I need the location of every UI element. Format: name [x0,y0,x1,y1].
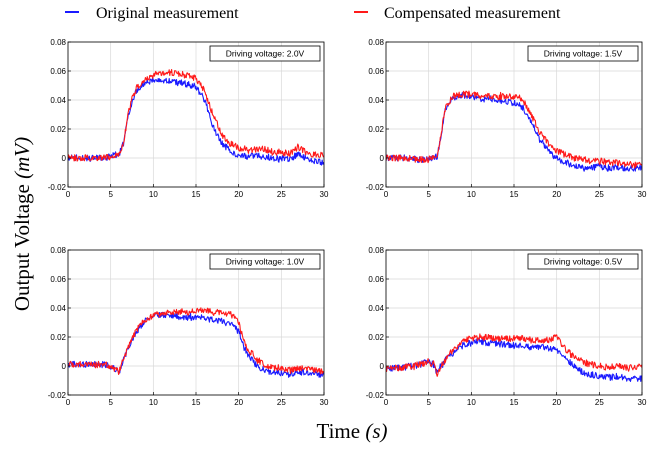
y-tick-label: 0.06 [50,275,66,284]
x-axis-title-unit: (s) [365,419,387,443]
x-tick-label: 10 [149,190,158,199]
x-tick-label: 10 [149,398,158,407]
x-tick-label: 15 [510,398,519,407]
annotation-box [527,45,639,62]
legend-label-original: Original measurement [96,5,239,22]
x-axis-title: Time (s) [316,419,387,443]
y-tick-label: -0.02 [366,391,385,400]
x-tick-label: 0 [384,190,389,199]
y-tick-label: 0.06 [368,275,384,284]
y-tick-label: 0.04 [50,304,66,313]
x-tick-label: 5 [108,398,113,407]
y-tick-label: 0 [380,154,385,163]
x-tick-label: 20 [552,190,561,199]
x-tick-label: 30 [320,190,329,199]
x-tick-label: 5 [426,190,431,199]
annotation-box [209,45,321,62]
panel-top-right: 0 5 10 15 20 25 30-0.0200.020.040.060.08Drivin… [366,38,647,199]
x-axis-title-main: Time [316,419,365,443]
y-tick-label: 0.04 [368,304,384,313]
y-tick-label: 0.06 [368,67,384,76]
x-tick-label: 0 [66,398,71,407]
y-tick-label: 0.02 [368,125,384,134]
panel-top-left: 0 5 10 15 20 25 30-0.0200.020.040.060.08Drivin… [48,38,329,199]
annotation-box [527,253,639,270]
y-tick-label: 0.04 [50,96,66,105]
x-tick-label: 25 [277,190,286,199]
annotation-box [209,253,321,270]
y-tick-label: 0.02 [50,125,66,134]
y-tick-label: 0.08 [50,246,66,255]
x-tick-label: 0 [66,190,71,199]
y-tick-label: 0.02 [50,333,66,342]
x-tick-label: 15 [192,190,201,199]
x-tick-label: 0 [384,398,389,407]
series-line-compensated [386,90,642,169]
annotation-driving-voltage: Driving voltage: 1.0V [226,257,305,267]
x-tick-label: 30 [638,190,647,199]
x-tick-label: 5 [426,398,431,407]
y-tick-label: 0.04 [368,96,384,105]
y-tick-label: 0.08 [368,38,384,47]
x-tick-label: 15 [510,190,519,199]
y-tick-label: 0.08 [50,38,66,47]
x-tick-label: 5 [108,190,113,199]
x-tick-label: 30 [638,398,647,407]
y-axis-title-main: Output Voltage [10,179,34,311]
annotation-driving-voltage: Driving voltage: 0.5V [544,257,623,267]
series-line-compensated [386,333,642,377]
legend-label-compensated: Compensated measurement [384,5,561,22]
y-tick-label: 0 [380,362,385,371]
y-tick-label: -0.02 [48,183,67,192]
legend: Original measurement Compensated measure… [65,5,561,22]
y-tick-label: 0.08 [368,246,384,255]
x-tick-label: 30 [320,398,329,407]
y-axis-title: Output Voltage (mV) [10,137,34,311]
y-tick-label: -0.02 [48,391,67,400]
x-tick-label: 20 [552,398,561,407]
x-tick-label: 10 [467,398,476,407]
y-tick-label: 0.02 [368,333,384,342]
x-tick-label: 25 [595,190,604,199]
y-tick-label: 0.06 [50,67,66,76]
series-line-compensated [68,307,324,375]
x-tick-label: 20 [234,398,243,407]
x-tick-label: 15 [192,398,201,407]
x-tick-label: 10 [467,190,476,199]
annotation-driving-voltage: Driving voltage: 1.5V [544,49,623,59]
x-tick-label: 25 [277,398,286,407]
series-line-compensated [68,68,324,162]
series-line-original [68,311,324,378]
y-tick-label: -0.02 [366,183,385,192]
panel-bottom-right: 0 5 10 15 20 25 30-0.0200.020.040.060.08Drivin… [366,246,647,407]
y-tick-label: 0 [62,362,67,371]
x-tick-label: 20 [234,190,243,199]
x-tick-label: 25 [595,398,604,407]
panel-bottom-left: 0 5 10 15 20 25 30-0.0200.020.040.060.08Drivin… [48,246,329,407]
y-tick-label: 0 [62,154,67,163]
annotation-driving-voltage: Driving voltage: 2.0V [226,49,305,59]
y-axis-title-unit: (mV) [10,137,34,179]
